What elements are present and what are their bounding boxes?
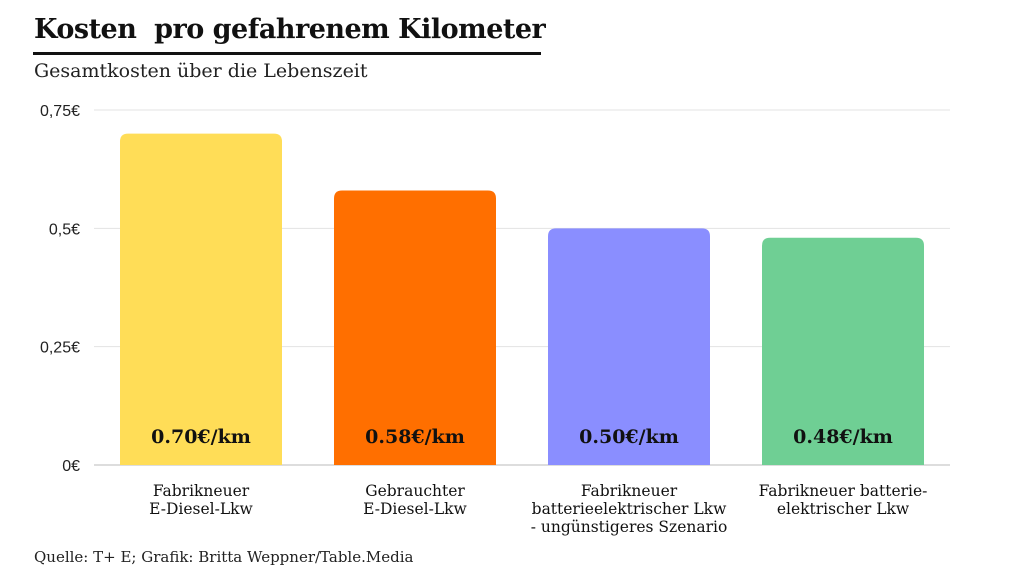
x-tick-label-line: batterieelektrischer Lkw <box>532 500 727 518</box>
x-tick-label: Fabrikneuer batterieelektrischer Lkw - ung… <box>531 482 728 536</box>
x-tick-label-line: E-Diesel-Lkw <box>149 500 253 518</box>
chart-title: Kosten pro gefahrenem Kilometer <box>34 14 546 45</box>
bar <box>334 190 496 465</box>
data-label: 0.58€/km <box>365 426 465 448</box>
x-tick-label-line: Fabrikneuer <box>581 482 678 500</box>
y-tick-label: 0,75€ <box>40 103 80 120</box>
y-tick-label: 0€ <box>62 458 80 475</box>
data-label: 0.48€/km <box>793 426 893 448</box>
bar <box>762 237 924 465</box>
x-tick-label-line: - ungünstigeres Szenario <box>531 518 728 536</box>
source-note: Quelle: T+ E; Grafik: Britta Weppner/Tab… <box>34 548 414 566</box>
x-tick-label: Gebrauchter E-Diesel-Lkw <box>363 482 467 518</box>
x-tick-label: Fabrikneuer E-Diesel-Lkw <box>149 482 253 518</box>
y-tick-label: 0,25€ <box>40 340 80 357</box>
x-tick-label-line: elektrischer Lkw <box>777 500 910 518</box>
x-tick-label-line: E-Diesel-Lkw <box>363 500 467 518</box>
chart-subtitle: Gesamtkosten über die Lebenszeit <box>34 60 368 82</box>
y-tick-label: 0,5€ <box>49 221 80 238</box>
title-underline <box>33 52 541 55</box>
x-tick-label-line: Fabrikneuer <box>153 482 250 500</box>
data-label: 0.70€/km <box>151 426 251 448</box>
bar <box>120 133 282 465</box>
bar <box>548 228 710 465</box>
x-tick-label: Fabrikneuer batterie-elektrischer Lkw <box>759 482 928 518</box>
x-tick-label-line: Gebrauchter <box>365 482 465 500</box>
x-tick-label-line: Fabrikneuer batterie- <box>759 482 928 500</box>
data-label: 0.50€/km <box>579 426 679 448</box>
